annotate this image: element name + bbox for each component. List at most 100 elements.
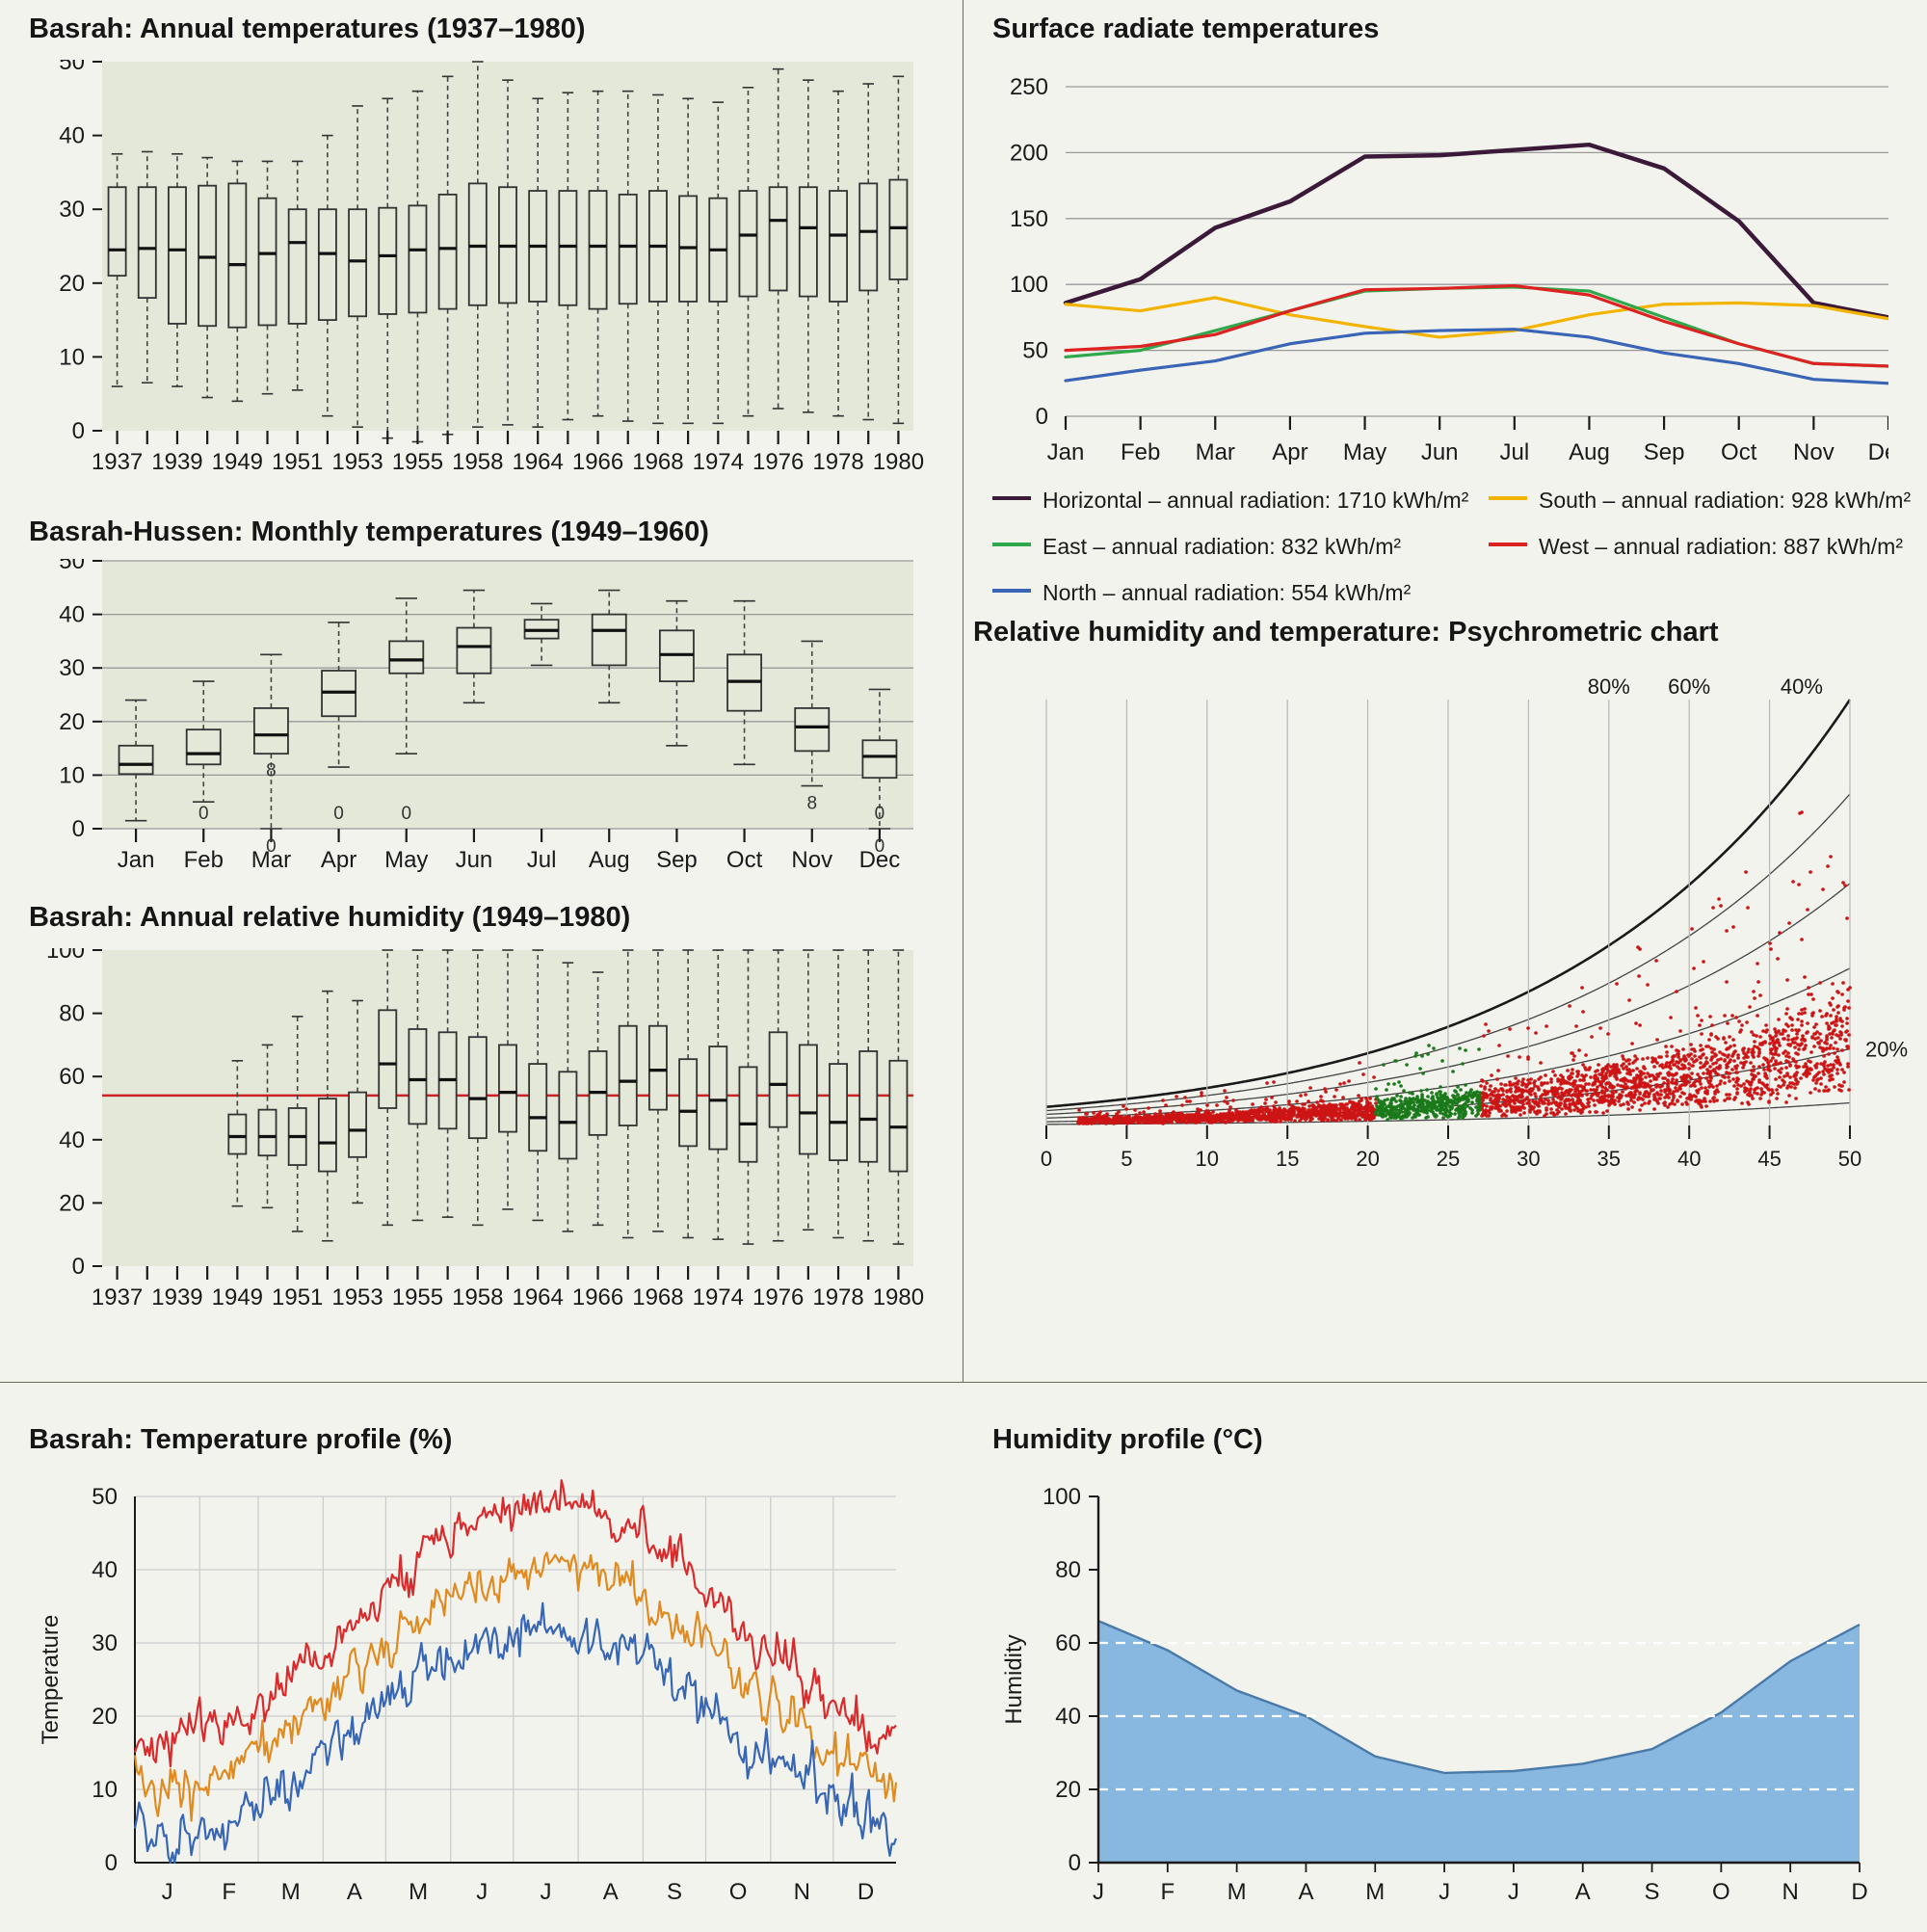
svg-text:20: 20 (1356, 1147, 1379, 1171)
svg-text:150: 150 (1010, 206, 1048, 232)
svg-text:Jul: Jul (1499, 439, 1529, 465)
svg-text:200: 200 (1010, 140, 1048, 166)
svg-text:35: 35 (1597, 1147, 1621, 1171)
svg-text:1978: 1978 (812, 449, 863, 475)
svg-text:250: 250 (1010, 74, 1048, 100)
svg-text:Dec: Dec (1868, 439, 1888, 465)
svg-text:1980: 1980 (873, 449, 924, 475)
svg-text:1966: 1966 (572, 449, 623, 475)
svg-text:50: 50 (92, 1484, 118, 1510)
svg-text:M: M (409, 1879, 428, 1905)
svg-text:J: J (1439, 1879, 1450, 1905)
svg-text:60%: 60% (1668, 675, 1710, 699)
svg-text:0: 0 (875, 836, 885, 857)
svg-text:1978: 1978 (812, 1284, 863, 1310)
svg-text:8: 8 (266, 761, 277, 781)
svg-text:J: J (540, 1879, 551, 1905)
svg-text:15: 15 (1276, 1147, 1299, 1171)
svg-text:N: N (794, 1879, 810, 1905)
svg-text:1955: 1955 (392, 449, 443, 475)
svg-text:40: 40 (1677, 1147, 1701, 1171)
svg-text:S: S (667, 1879, 682, 1905)
svg-text:1968: 1968 (632, 1284, 683, 1310)
svg-text:1939: 1939 (151, 449, 202, 475)
svg-text:1949: 1949 (212, 1284, 263, 1310)
svg-text:1964: 1964 (512, 449, 563, 475)
svg-text:J: J (162, 1879, 173, 1905)
svg-text:Sep: Sep (1644, 439, 1685, 465)
svg-text:1958: 1958 (452, 449, 503, 475)
svg-text:1939: 1939 (151, 1284, 202, 1310)
svg-text:Oct: Oct (726, 847, 763, 873)
svg-text:30: 30 (59, 197, 85, 223)
svg-text:O: O (729, 1879, 748, 1905)
svg-text:1937: 1937 (92, 1284, 143, 1310)
svg-text:0: 0 (875, 804, 885, 824)
svg-text:45: 45 (1757, 1147, 1781, 1171)
svg-text:0: 0 (198, 804, 209, 824)
svg-text:Sep: Sep (656, 847, 698, 873)
svg-text:A: A (347, 1879, 362, 1905)
svg-text:Humidity: Humidity (1001, 1634, 1027, 1724)
svg-text:1953: 1953 (331, 449, 383, 475)
svg-text:F: F (222, 1879, 236, 1905)
svg-text:Aug: Aug (589, 847, 630, 873)
svg-text:30: 30 (92, 1630, 118, 1656)
svg-text:N: N (1782, 1879, 1799, 1905)
svg-text:20: 20 (1055, 1777, 1081, 1803)
svg-text:60: 60 (1055, 1630, 1081, 1656)
svg-text:Aug: Aug (1569, 439, 1610, 465)
svg-text:0: 0 (1036, 404, 1048, 430)
svg-text:25: 25 (1437, 1147, 1460, 1171)
svg-text:100: 100 (1010, 272, 1048, 298)
svg-text:May: May (1343, 439, 1386, 465)
svg-text:80: 80 (59, 1001, 85, 1027)
svg-text:40: 40 (59, 1127, 85, 1153)
svg-text:1953: 1953 (331, 1284, 383, 1310)
svg-text:A: A (1575, 1879, 1591, 1905)
svg-text:8: 8 (806, 794, 817, 814)
svg-text:1951: 1951 (272, 1284, 323, 1310)
svg-text:10: 10 (59, 762, 85, 788)
svg-text:50: 50 (59, 60, 85, 75)
svg-text:100: 100 (1043, 1484, 1081, 1510)
svg-text:J: J (1093, 1879, 1104, 1905)
svg-text:40: 40 (92, 1557, 118, 1583)
svg-text:0: 0 (72, 418, 85, 444)
svg-text:20: 20 (92, 1704, 118, 1730)
svg-text:Jul: Jul (527, 847, 557, 873)
svg-text:J: J (476, 1879, 488, 1905)
svg-text:100: 100 (46, 948, 85, 964)
svg-text:1974: 1974 (693, 449, 744, 475)
svg-text:1958: 1958 (452, 1284, 503, 1310)
svg-text:1951: 1951 (272, 449, 323, 475)
svg-text:1976: 1976 (752, 1284, 804, 1310)
svg-text:Nov: Nov (1793, 439, 1835, 465)
svg-text:20%: 20% (1865, 1037, 1908, 1061)
svg-text:10: 10 (92, 1777, 118, 1803)
svg-text:1937: 1937 (92, 449, 143, 475)
svg-text:0: 0 (266, 836, 277, 857)
svg-text:D: D (1851, 1879, 1867, 1905)
svg-text:May: May (384, 847, 428, 873)
svg-text:1980: 1980 (873, 1284, 924, 1310)
svg-text:0: 0 (401, 804, 411, 824)
svg-text:60: 60 (59, 1064, 85, 1090)
svg-text:40: 40 (1055, 1704, 1081, 1730)
svg-text:1949: 1949 (212, 449, 263, 475)
svg-text:20: 20 (59, 271, 85, 297)
svg-text:0: 0 (72, 816, 85, 842)
svg-text:20: 20 (59, 1190, 85, 1216)
svg-text:Feb: Feb (184, 847, 224, 873)
svg-text:F: F (1160, 1879, 1175, 1905)
svg-text:O: O (1712, 1879, 1730, 1905)
svg-text:50: 50 (1838, 1147, 1861, 1171)
svg-text:0: 0 (1069, 1850, 1081, 1876)
svg-text:1966: 1966 (572, 1284, 623, 1310)
svg-text:1955: 1955 (392, 1284, 443, 1310)
svg-text:0: 0 (72, 1254, 85, 1280)
svg-text:30: 30 (59, 655, 85, 681)
svg-text:Jun: Jun (1421, 439, 1459, 465)
svg-text:1974: 1974 (693, 1284, 744, 1310)
svg-text:0: 0 (1041, 1147, 1052, 1171)
